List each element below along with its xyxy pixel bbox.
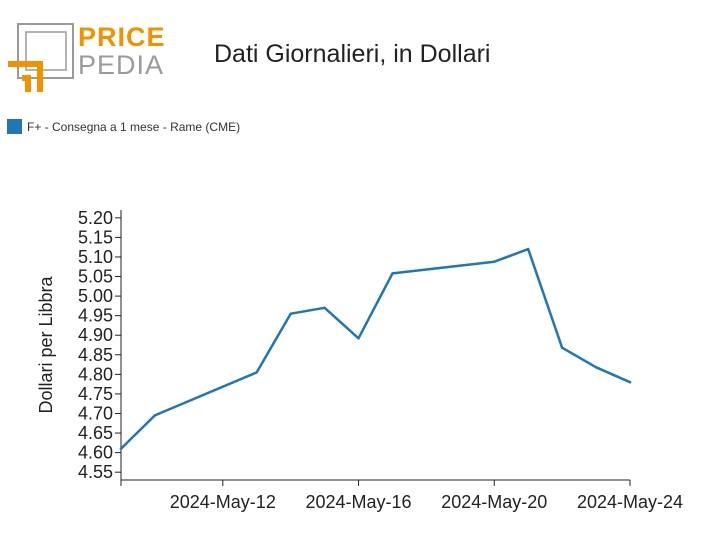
x-tick-label: 2024-May-20: [441, 492, 547, 512]
data-point[interactable]: [527, 247, 530, 251]
y-tick-label: 4.75: [78, 384, 113, 404]
legend-label: F+ - Consegna a 1 mese - Rame (CME): [27, 119, 241, 134]
y-tick-label: 4.70: [78, 403, 113, 423]
data-point[interactable]: [323, 306, 326, 310]
data-point[interactable]: [153, 414, 157, 417]
data-point[interactable]: [391, 272, 394, 275]
chart-title: Dati Giornalieri, in Dollari: [214, 40, 491, 68]
y-tick-label: 5.20: [78, 208, 113, 228]
x-axis: 2024-May-12 2024-May-16 2024-May-20 2024-Ma…: [120, 479, 683, 512]
y-tick-label: 5.05: [78, 267, 113, 287]
data-point[interactable]: [357, 337, 360, 340]
y-tick-label: 4.85: [78, 345, 113, 365]
data-point[interactable]: [594, 366, 598, 369]
y-tick-label: 5.15: [78, 227, 113, 247]
legend-swatch: [7, 119, 22, 134]
logo-mark-icon: [8, 23, 74, 92]
y-tick-label: 5.10: [78, 247, 113, 267]
data-point[interactable]: [493, 260, 496, 263]
y-tick-label: 4.80: [78, 364, 113, 384]
data-point[interactable]: [560, 346, 564, 349]
x-tick-label: 2024-May-24: [577, 492, 683, 512]
logo-text-top: PRICE: [78, 22, 166, 52]
y-tick-label: 4.65: [78, 423, 113, 443]
data-point[interactable]: [119, 447, 123, 450]
y-axis-title: Dollari per Libbra: [36, 275, 56, 413]
pricepedia-logo: PRICE PEDIA: [6, 20, 166, 96]
data-point[interactable]: [289, 312, 292, 315]
series-line[interactable]: [119, 247, 632, 450]
data-point[interactable]: [628, 380, 632, 384]
legend[interactable]: F+ - Consegna a 1 mese - Rame (CME): [7, 119, 240, 134]
logo-text-bottom: PEDIA: [78, 50, 165, 80]
y-tick-label: 4.60: [78, 443, 113, 463]
y-tick-label: 4.90: [78, 325, 113, 345]
x-tick-label: 2024-May-12: [170, 492, 276, 512]
y-tick-label: 4.55: [78, 462, 113, 482]
y-tick-label: 5.00: [78, 286, 113, 306]
y-tick-label: 4.95: [78, 306, 113, 326]
data-point[interactable]: [255, 371, 258, 374]
x-tick-label: 2024-May-16: [306, 492, 412, 512]
y-axis: 4.554.604.654.704.754.804.854.904.955.00…: [78, 208, 122, 482]
series-layer: [119, 247, 632, 450]
